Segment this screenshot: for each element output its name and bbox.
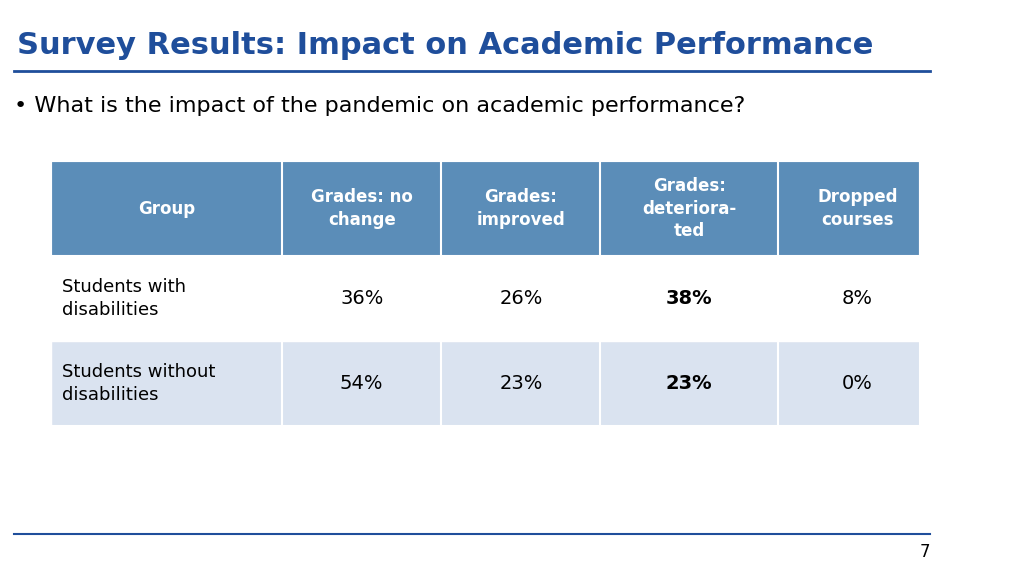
FancyBboxPatch shape — [51, 256, 921, 341]
Text: Grades: no
change: Grades: no change — [310, 188, 413, 229]
Text: • What is the impact of the pandemic on academic performance?: • What is the impact of the pandemic on … — [14, 96, 745, 116]
Text: 23%: 23% — [666, 374, 713, 393]
Text: 23%: 23% — [499, 374, 543, 393]
Text: Dropped
courses: Dropped courses — [817, 188, 898, 229]
Text: Survey Results: Impact on Academic Performance: Survey Results: Impact on Academic Perfo… — [16, 31, 873, 60]
Text: Grades:
improved: Grades: improved — [476, 188, 565, 229]
Text: 38%: 38% — [666, 289, 713, 308]
Text: Group: Group — [138, 199, 196, 218]
Text: 54%: 54% — [340, 374, 383, 393]
FancyBboxPatch shape — [51, 161, 921, 256]
Text: 7: 7 — [920, 543, 930, 561]
Text: 8%: 8% — [842, 289, 873, 308]
Text: Students with
disabilities: Students with disabilities — [62, 278, 186, 319]
Text: 36%: 36% — [340, 289, 383, 308]
Text: 26%: 26% — [499, 289, 543, 308]
FancyBboxPatch shape — [51, 341, 921, 426]
Text: Students without
disabilities: Students without disabilities — [62, 363, 215, 404]
Text: Grades:
deteriora-
ted: Grades: deteriora- ted — [642, 177, 736, 240]
Text: 0%: 0% — [842, 374, 873, 393]
